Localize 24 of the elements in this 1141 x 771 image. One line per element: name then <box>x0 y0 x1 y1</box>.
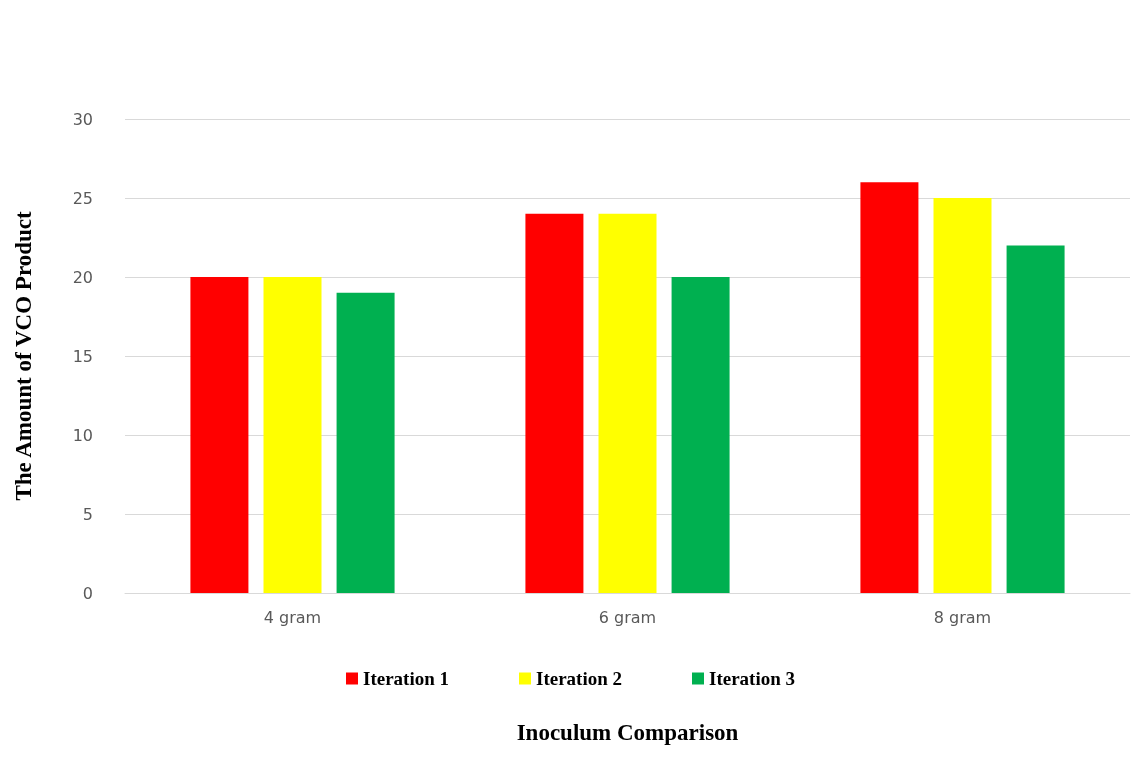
y-tick-label: 5 <box>82 504 93 524</box>
legend-label: Iteration 3 <box>709 668 796 689</box>
y-axis-title: The Amount of VCO Product <box>11 211 36 501</box>
bar <box>598 213 657 593</box>
bar <box>525 213 584 593</box>
x-tick-label: 6 gram <box>598 607 657 627</box>
bar <box>190 277 249 593</box>
y-tick-label: 25 <box>72 188 93 208</box>
legend-label: Iteration 1 <box>362 668 449 689</box>
y-tick-label: 30 <box>72 109 93 129</box>
bar <box>933 198 992 593</box>
bar <box>1006 245 1065 593</box>
bar <box>671 277 730 593</box>
y-tick-label: 10 <box>72 425 93 445</box>
y-tick-label: 0 <box>82 583 93 603</box>
x-tick-label: 4 gram <box>263 607 322 627</box>
y-tick-label: 20 <box>72 267 93 287</box>
bar <box>263 277 322 593</box>
x-tick-label: 8 gram <box>933 607 992 627</box>
y-tick-label: 15 <box>72 346 93 366</box>
x-axis-title: Inoculum Comparison <box>516 720 739 745</box>
legend-label: Iteration 2 <box>535 668 623 689</box>
bar <box>860 182 919 593</box>
bar <box>336 292 395 593</box>
